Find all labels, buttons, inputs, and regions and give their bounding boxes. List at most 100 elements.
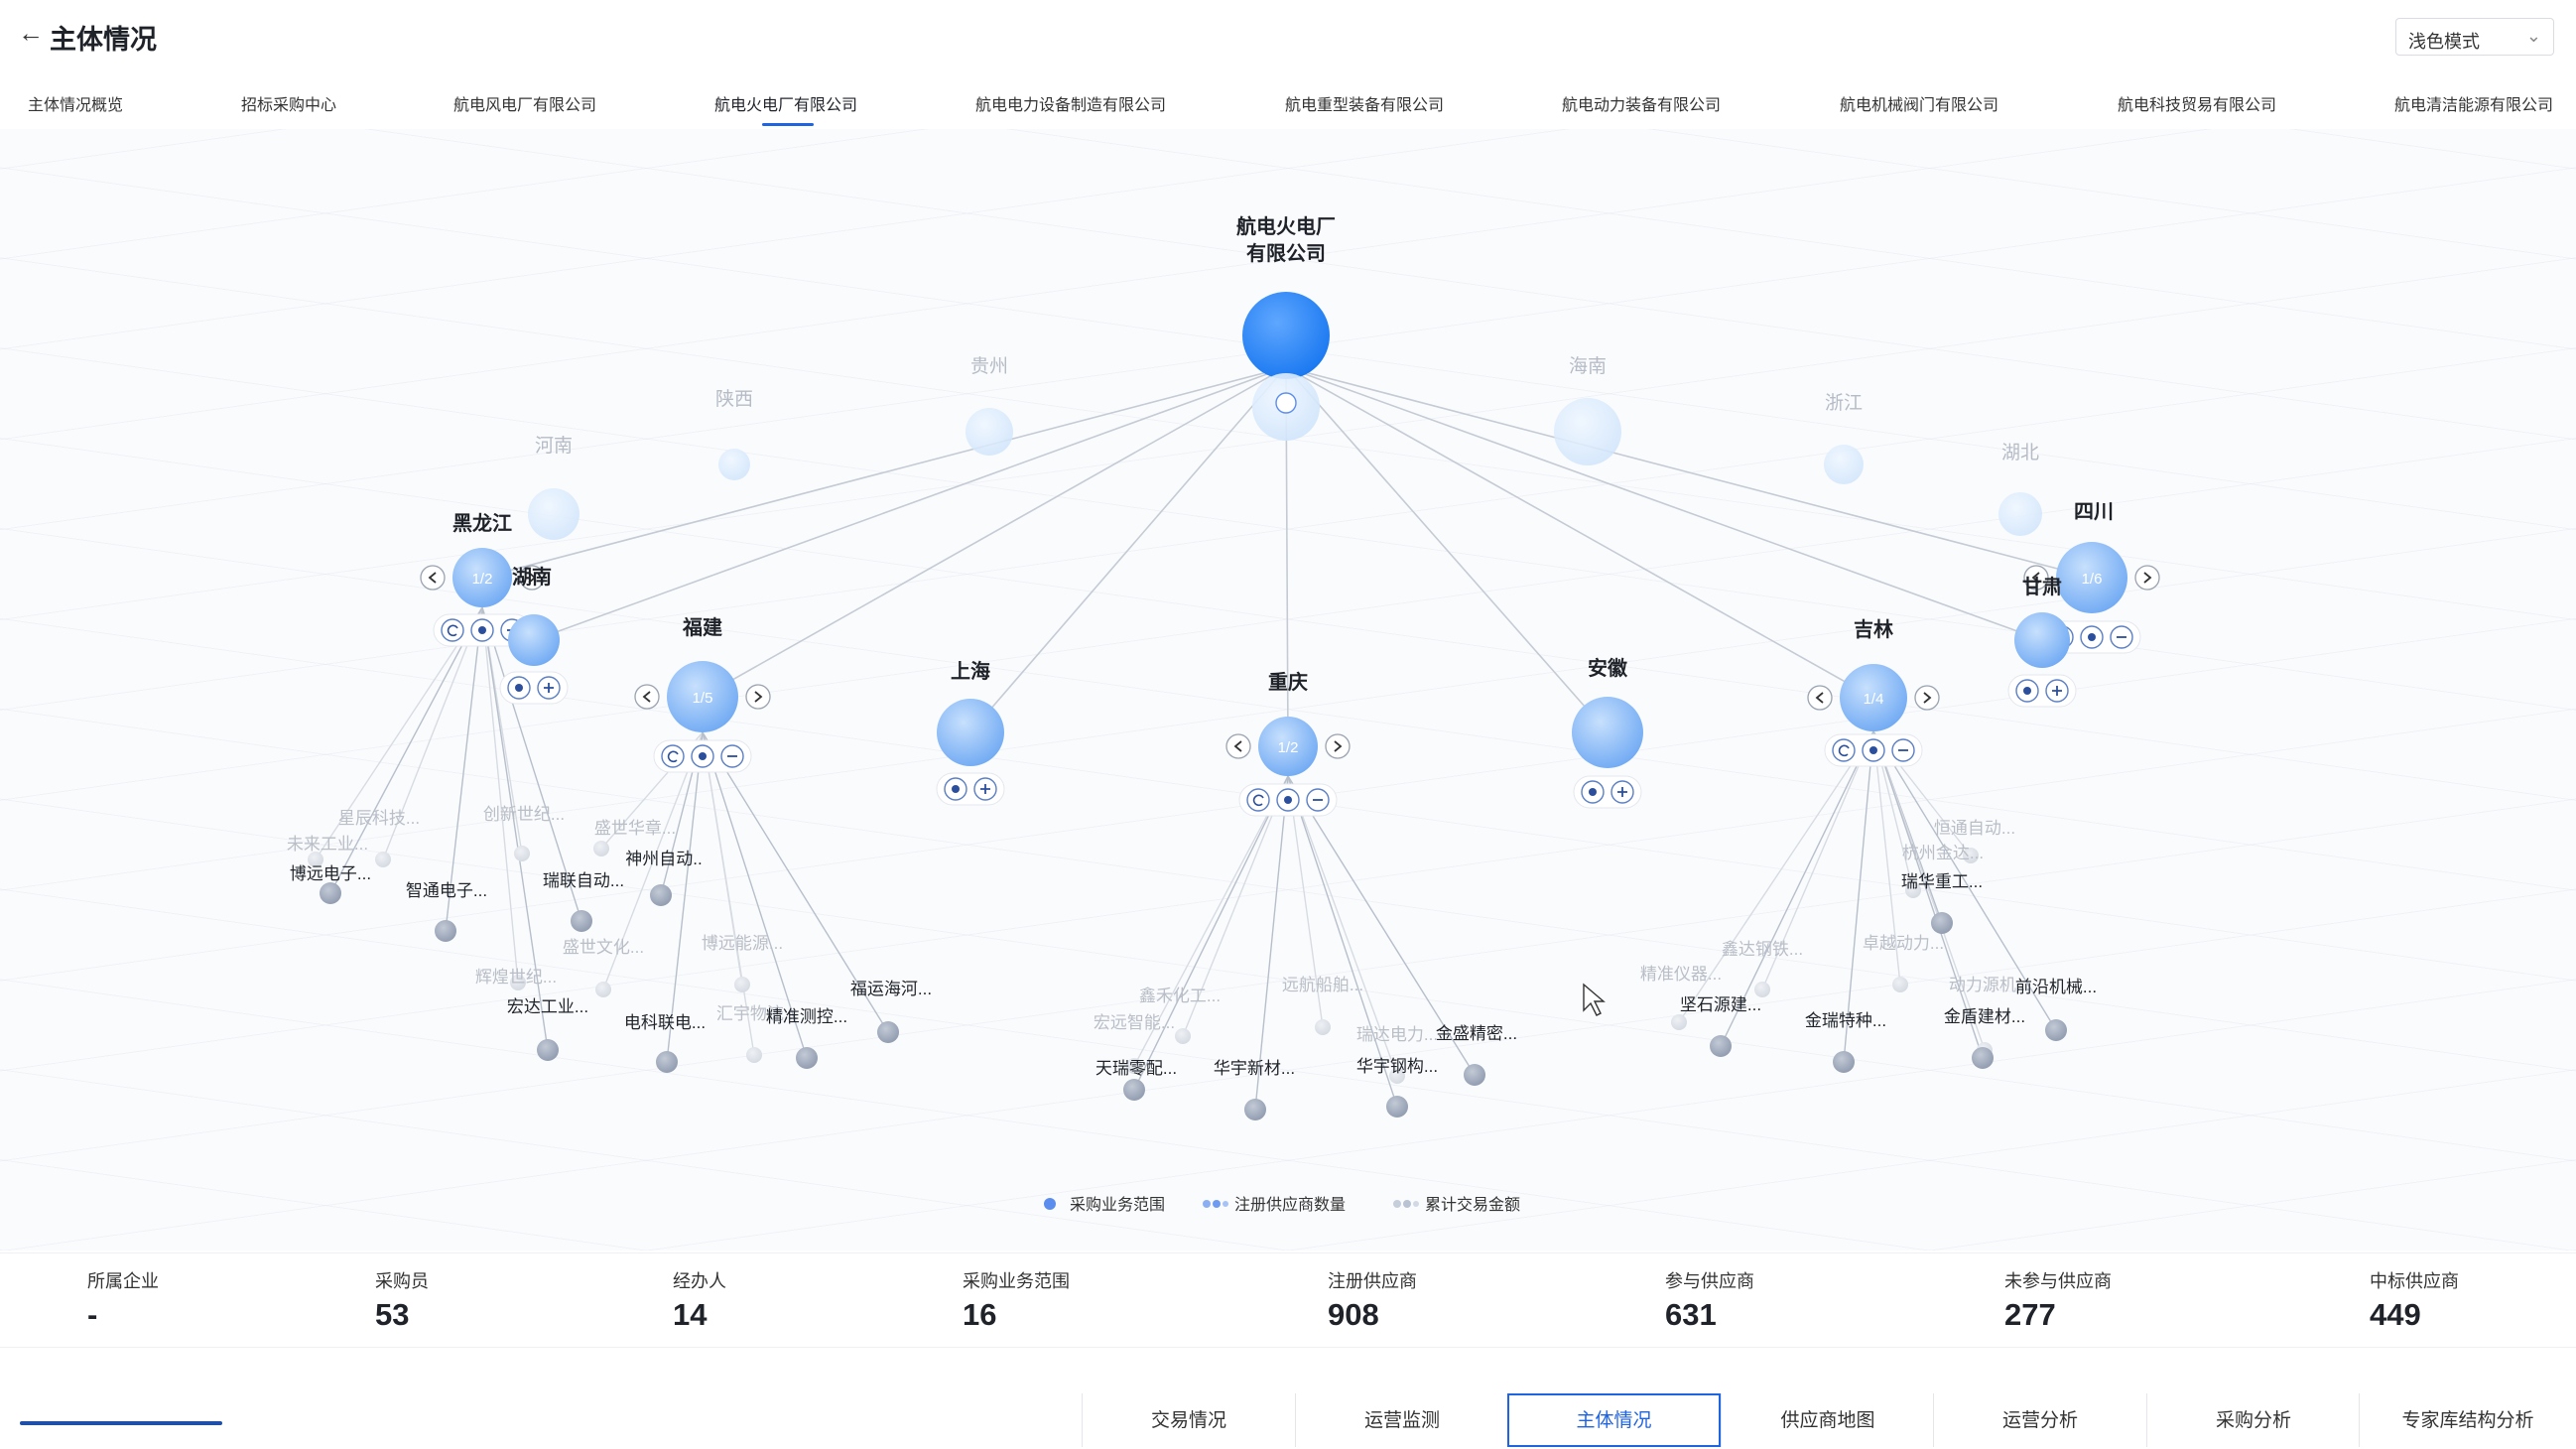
chevron-left-icon[interactable] <box>2023 565 2049 591</box>
chevron-left-icon[interactable] <box>420 565 446 591</box>
province-node[interactable]: 未来工业... 星辰科技... 博远电子... 智通电子... 创新世纪... 瑞联自动.… <box>287 511 624 1061</box>
province-name: 黑龙江 <box>452 511 512 535</box>
supplier-node[interactable] <box>1315 1019 1331 1035</box>
chevron-right-icon[interactable] <box>519 565 545 591</box>
supplier-node[interactable] <box>510 975 526 990</box>
province-node[interactable]: 鑫禾化工... 宏远智能... 远航船舶... 瑞达电力...金盛精密... 天瑞零配.… <box>1094 670 1517 1120</box>
province-circle[interactable] <box>452 548 512 607</box>
bottom-tab[interactable]: 运营监测 <box>1295 1393 1508 1447</box>
bottom-tab[interactable]: 供应商地图 <box>1721 1393 1934 1447</box>
tab-item[interactable]: 航电风电厂有限公司 <box>453 97 597 114</box>
province-circle[interactable] <box>937 699 1004 766</box>
faded-province-node[interactable] <box>528 488 580 540</box>
legend-marker-icon <box>1393 1200 1401 1208</box>
tab-item[interactable]: 主体情况概览 <box>28 97 124 114</box>
supplier-node[interactable] <box>320 882 341 904</box>
supplier-node[interactable] <box>2045 1019 2067 1041</box>
locate-glyph <box>515 684 523 692</box>
center-refresh-icon[interactable] <box>1275 392 1297 414</box>
supplier-node[interactable] <box>1833 1051 1855 1073</box>
tab-item[interactable]: 航电火电厂有限公司 <box>714 97 858 114</box>
chevron-right-icon[interactable] <box>1914 685 1940 711</box>
supplier-node[interactable] <box>877 1021 899 1043</box>
refresh-icon[interactable] <box>1832 738 1856 762</box>
supplier-node[interactable] <box>796 1047 818 1069</box>
prev-page-arrow <box>1815 692 1824 704</box>
refresh-icon[interactable] <box>1246 788 1270 812</box>
province-circle[interactable] <box>2014 612 2070 668</box>
supplier-node[interactable] <box>593 841 609 856</box>
supplier-node[interactable] <box>1710 1035 1732 1057</box>
supplier-node[interactable] <box>1175 1028 1191 1044</box>
supplier-label: 宏远智能... <box>1094 1013 1175 1032</box>
tab-item[interactable]: 招标采购中心 <box>241 97 337 114</box>
province-circle[interactable] <box>667 661 738 732</box>
tab-item[interactable]: 航电重型装备有限公司 <box>1285 97 1445 114</box>
refresh-icon[interactable] <box>661 744 685 768</box>
province-circle[interactable] <box>1840 664 1907 731</box>
supplier-node[interactable] <box>746 1047 762 1063</box>
supplier-node[interactable] <box>1754 982 1770 997</box>
supplier-node[interactable] <box>1972 1047 1994 1069</box>
back-arrow-icon[interactable]: ← <box>18 18 44 48</box>
supplier-node[interactable] <box>1464 1064 1485 1086</box>
province-node[interactable]: 恒通自动... 杭州金达... 瑞华重工... 鑫达钢铁... 卓越动力... 精准仪器.… <box>1640 617 2097 1073</box>
supplier-node[interactable] <box>435 920 456 942</box>
tab-item[interactable]: 航电动力装备有限公司 <box>1562 97 1722 114</box>
tab-item[interactable]: 航电清洁能源有限公司 <box>2394 97 2554 114</box>
supplier-node[interactable] <box>1126 1058 1142 1074</box>
province-circle[interactable] <box>1258 717 1318 776</box>
stat-label: 所属企业 <box>87 1271 159 1291</box>
province-node[interactable]: 安徽 <box>1572 656 1643 809</box>
locate-glyph <box>1869 746 1877 754</box>
supplier-node[interactable] <box>1389 1068 1405 1084</box>
supplier-node[interactable] <box>537 1039 559 1061</box>
supplier-node[interactable] <box>1386 1096 1408 1118</box>
chevron-right-icon[interactable] <box>1325 733 1351 759</box>
chevron-right-icon[interactable] <box>2134 565 2160 591</box>
supplier-node[interactable] <box>734 977 750 992</box>
center-company-node[interactable] <box>1242 292 1330 379</box>
province-circle[interactable] <box>2056 542 2127 613</box>
bottom-tab[interactable]: 专家库结构分析 <box>2359 1393 2576 1447</box>
supplier-node[interactable] <box>1905 882 1921 898</box>
refresh-icon[interactable] <box>441 618 464 642</box>
chevron-left-icon[interactable] <box>634 684 660 710</box>
bottom-tab[interactable]: 主体情况 <box>1507 1393 1721 1447</box>
faded-province-label: 陕西 <box>715 388 753 410</box>
supplier-node[interactable] <box>650 884 672 906</box>
faded-province-node[interactable] <box>1554 398 1621 465</box>
bottom-tab[interactable]: 采购分析 <box>2146 1393 2360 1447</box>
province-node[interactable]: 湖南 <box>499 566 569 705</box>
supplier-node[interactable] <box>595 982 611 997</box>
theme-mode-select[interactable]: 浅色模式 ⌄ <box>2395 18 2554 56</box>
chevron-left-icon[interactable] <box>1807 685 1833 711</box>
supplier-node[interactable] <box>1931 912 1953 934</box>
supplier-node[interactable] <box>1671 1014 1687 1030</box>
supplier-node[interactable] <box>1892 977 1908 992</box>
supplier-node[interactable] <box>571 910 592 932</box>
tab-item[interactable]: 航电电力设备制造有限公司 <box>975 97 1167 114</box>
supplier-node[interactable] <box>1244 1099 1266 1120</box>
tab-item[interactable]: 航电机械阀门有限公司 <box>1840 97 1999 114</box>
supplier-node[interactable] <box>514 846 530 861</box>
bottom-tab[interactable]: 运营分析 <box>1933 1393 2146 1447</box>
bottom-tab[interactable]: 交易情况 <box>1082 1393 1295 1447</box>
faded-province-node[interactable] <box>1824 445 1864 484</box>
faded-province-node[interactable] <box>718 449 750 480</box>
tab-item[interactable]: 航电科技贸易有限公司 <box>2118 97 2277 114</box>
province-circle[interactable] <box>1572 697 1643 768</box>
supplier-node[interactable] <box>308 852 323 867</box>
supplier-node[interactable] <box>1963 848 1979 863</box>
chevron-left-icon[interactable] <box>1225 733 1251 759</box>
province-node[interactable]: 上海 <box>936 659 1005 806</box>
faded-province-node[interactable] <box>1998 492 2042 536</box>
faded-province-node[interactable] <box>966 408 1013 456</box>
supplier-node[interactable] <box>656 1051 678 1073</box>
province-circle[interactable] <box>508 614 560 666</box>
province-node[interactable]: 甘肃 <box>2007 576 2077 708</box>
supplier-node[interactable] <box>1123 1079 1145 1101</box>
province-node[interactable]: 盛世华章... 神州自动.. 盛世文化... 博远能源... 汇宇物流... 福运海河..… <box>563 615 932 1073</box>
supplier-node[interactable] <box>375 852 391 867</box>
chevron-right-icon[interactable] <box>745 684 771 710</box>
